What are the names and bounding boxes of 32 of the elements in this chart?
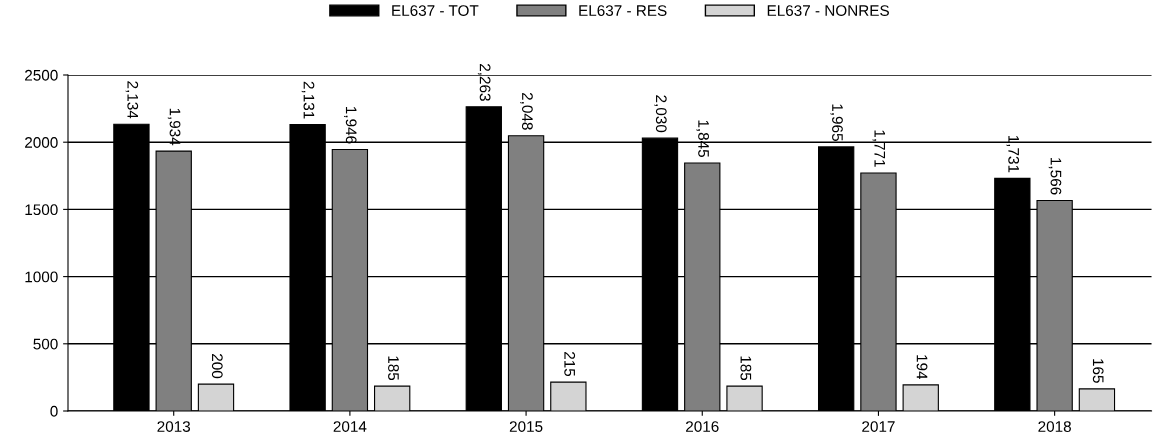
data-label: 165 (1092, 359, 1104, 383)
data-label: 2,030 (654, 95, 667, 133)
data-label: 1,946 (343, 107, 357, 144)
legend-label: EL637 - NONRES (767, 5, 889, 16)
data-label: 200 (211, 354, 223, 379)
x-tick-label: 2014 (333, 421, 367, 432)
data-label: 185 (388, 356, 399, 381)
data-label: 185 (740, 356, 752, 381)
x-tick-label: 2015 (509, 421, 543, 432)
y-tick-label: 2500 (25, 69, 58, 81)
x-tick-label: 2018 (1038, 421, 1071, 432)
legend-label: EL637 - TOT (392, 5, 479, 16)
data-label: 1,965 (830, 104, 843, 141)
y-tick-label: 2000 (25, 137, 58, 148)
y-tick-label: 500 (33, 338, 58, 350)
y-tick-label: 0 (50, 405, 58, 417)
data-label: 2,263 (477, 64, 491, 101)
data-label: 1,566 (1048, 158, 1062, 195)
data-label: 1,771 (872, 130, 886, 167)
x-tick-label: 2017 (862, 421, 895, 432)
data-label: 2,048 (520, 92, 533, 130)
legend-label: EL637 - RES (579, 5, 667, 16)
y-tick-label: 1500 (25, 204, 58, 216)
data-label: 215 (564, 352, 576, 377)
data-label: 2,134 (125, 81, 139, 119)
x-tick-label: 2013 (157, 421, 191, 432)
y-tick-label: 1000 (25, 271, 58, 283)
data-label: 1,731 (1006, 135, 1020, 173)
x-tick-label: 2016 (686, 421, 719, 432)
data-label: 1,845 (696, 120, 709, 158)
data-label: 2,131 (301, 81, 315, 119)
data-label: 194 (916, 355, 928, 380)
